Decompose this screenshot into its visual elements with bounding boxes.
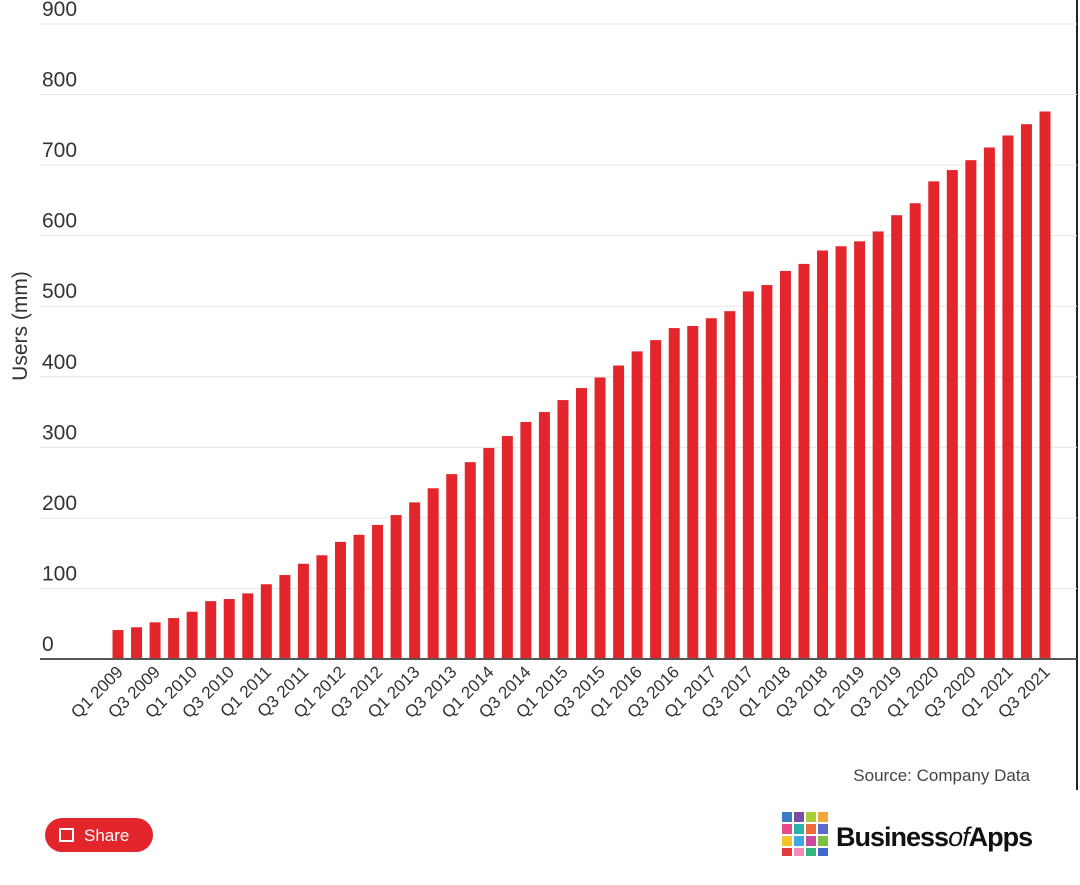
y-axis-title: Users (mm) — [9, 271, 32, 381]
bar — [186, 611, 198, 659]
bar — [891, 215, 903, 659]
bar — [205, 601, 217, 659]
share-bg[interactable] — [45, 818, 153, 852]
bar — [242, 593, 254, 659]
bar — [316, 555, 328, 659]
logo-part: Apps — [969, 822, 1033, 852]
bar — [779, 270, 791, 659]
bar — [946, 170, 958, 660]
bar — [372, 524, 384, 659]
bar — [464, 462, 476, 659]
share-button[interactable]: Share — [45, 818, 153, 852]
y-tick-label: 700 — [42, 139, 77, 162]
bar — [538, 412, 550, 659]
bar — [1020, 124, 1032, 659]
bar — [446, 474, 458, 659]
bar — [112, 630, 124, 659]
bar — [427, 488, 439, 659]
y-tick-label: 400 — [42, 351, 77, 374]
y-tick-label: 500 — [42, 280, 77, 303]
bar — [168, 618, 180, 659]
bar — [594, 377, 606, 659]
bar — [668, 328, 680, 659]
y-tick-label: 100 — [42, 562, 77, 585]
bar — [928, 181, 940, 660]
bar — [872, 231, 884, 659]
y-tick-label: 0 — [42, 633, 54, 656]
bar — [631, 351, 643, 659]
bar — [576, 388, 587, 659]
source: Source: Company Data — [853, 766, 1030, 785]
logo-text: BusinessofApps — [836, 822, 1032, 852]
bar — [965, 160, 977, 659]
bar — [131, 627, 143, 659]
bar — [501, 436, 513, 659]
y-tick-label: 800 — [42, 69, 77, 92]
bar — [983, 147, 995, 659]
bar — [742, 291, 754, 659]
bar — [297, 563, 309, 659]
y-tick-label: 200 — [42, 492, 77, 515]
bar — [724, 311, 736, 659]
bar — [223, 599, 235, 659]
bar — [613, 365, 625, 659]
bar — [557, 400, 569, 659]
bar — [1039, 111, 1051, 659]
bar — [705, 318, 717, 659]
bar — [260, 584, 272, 659]
bar — [409, 502, 421, 659]
bar — [835, 246, 847, 659]
share-label[interactable]: Share — [84, 826, 129, 845]
bar — [761, 285, 773, 659]
y-tick-label: 300 — [42, 421, 77, 444]
bar — [279, 575, 291, 659]
bar — [149, 622, 161, 659]
bar — [520, 421, 532, 659]
y-tick-label: 600 — [42, 210, 77, 233]
bar — [483, 448, 495, 659]
bar — [390, 515, 402, 659]
share-icon — [59, 828, 74, 842]
logo: BusinessofApps — [782, 812, 1033, 856]
bar — [909, 203, 921, 659]
bar — [817, 250, 829, 659]
bar — [798, 263, 810, 659]
bar — [687, 325, 699, 659]
bar — [1002, 135, 1014, 659]
bar — [353, 534, 365, 659]
bar — [854, 241, 866, 660]
bar — [650, 340, 662, 659]
bar — [334, 541, 346, 659]
y-tick-label: 900 — [42, 0, 77, 21]
logo-part: Business — [836, 822, 948, 852]
